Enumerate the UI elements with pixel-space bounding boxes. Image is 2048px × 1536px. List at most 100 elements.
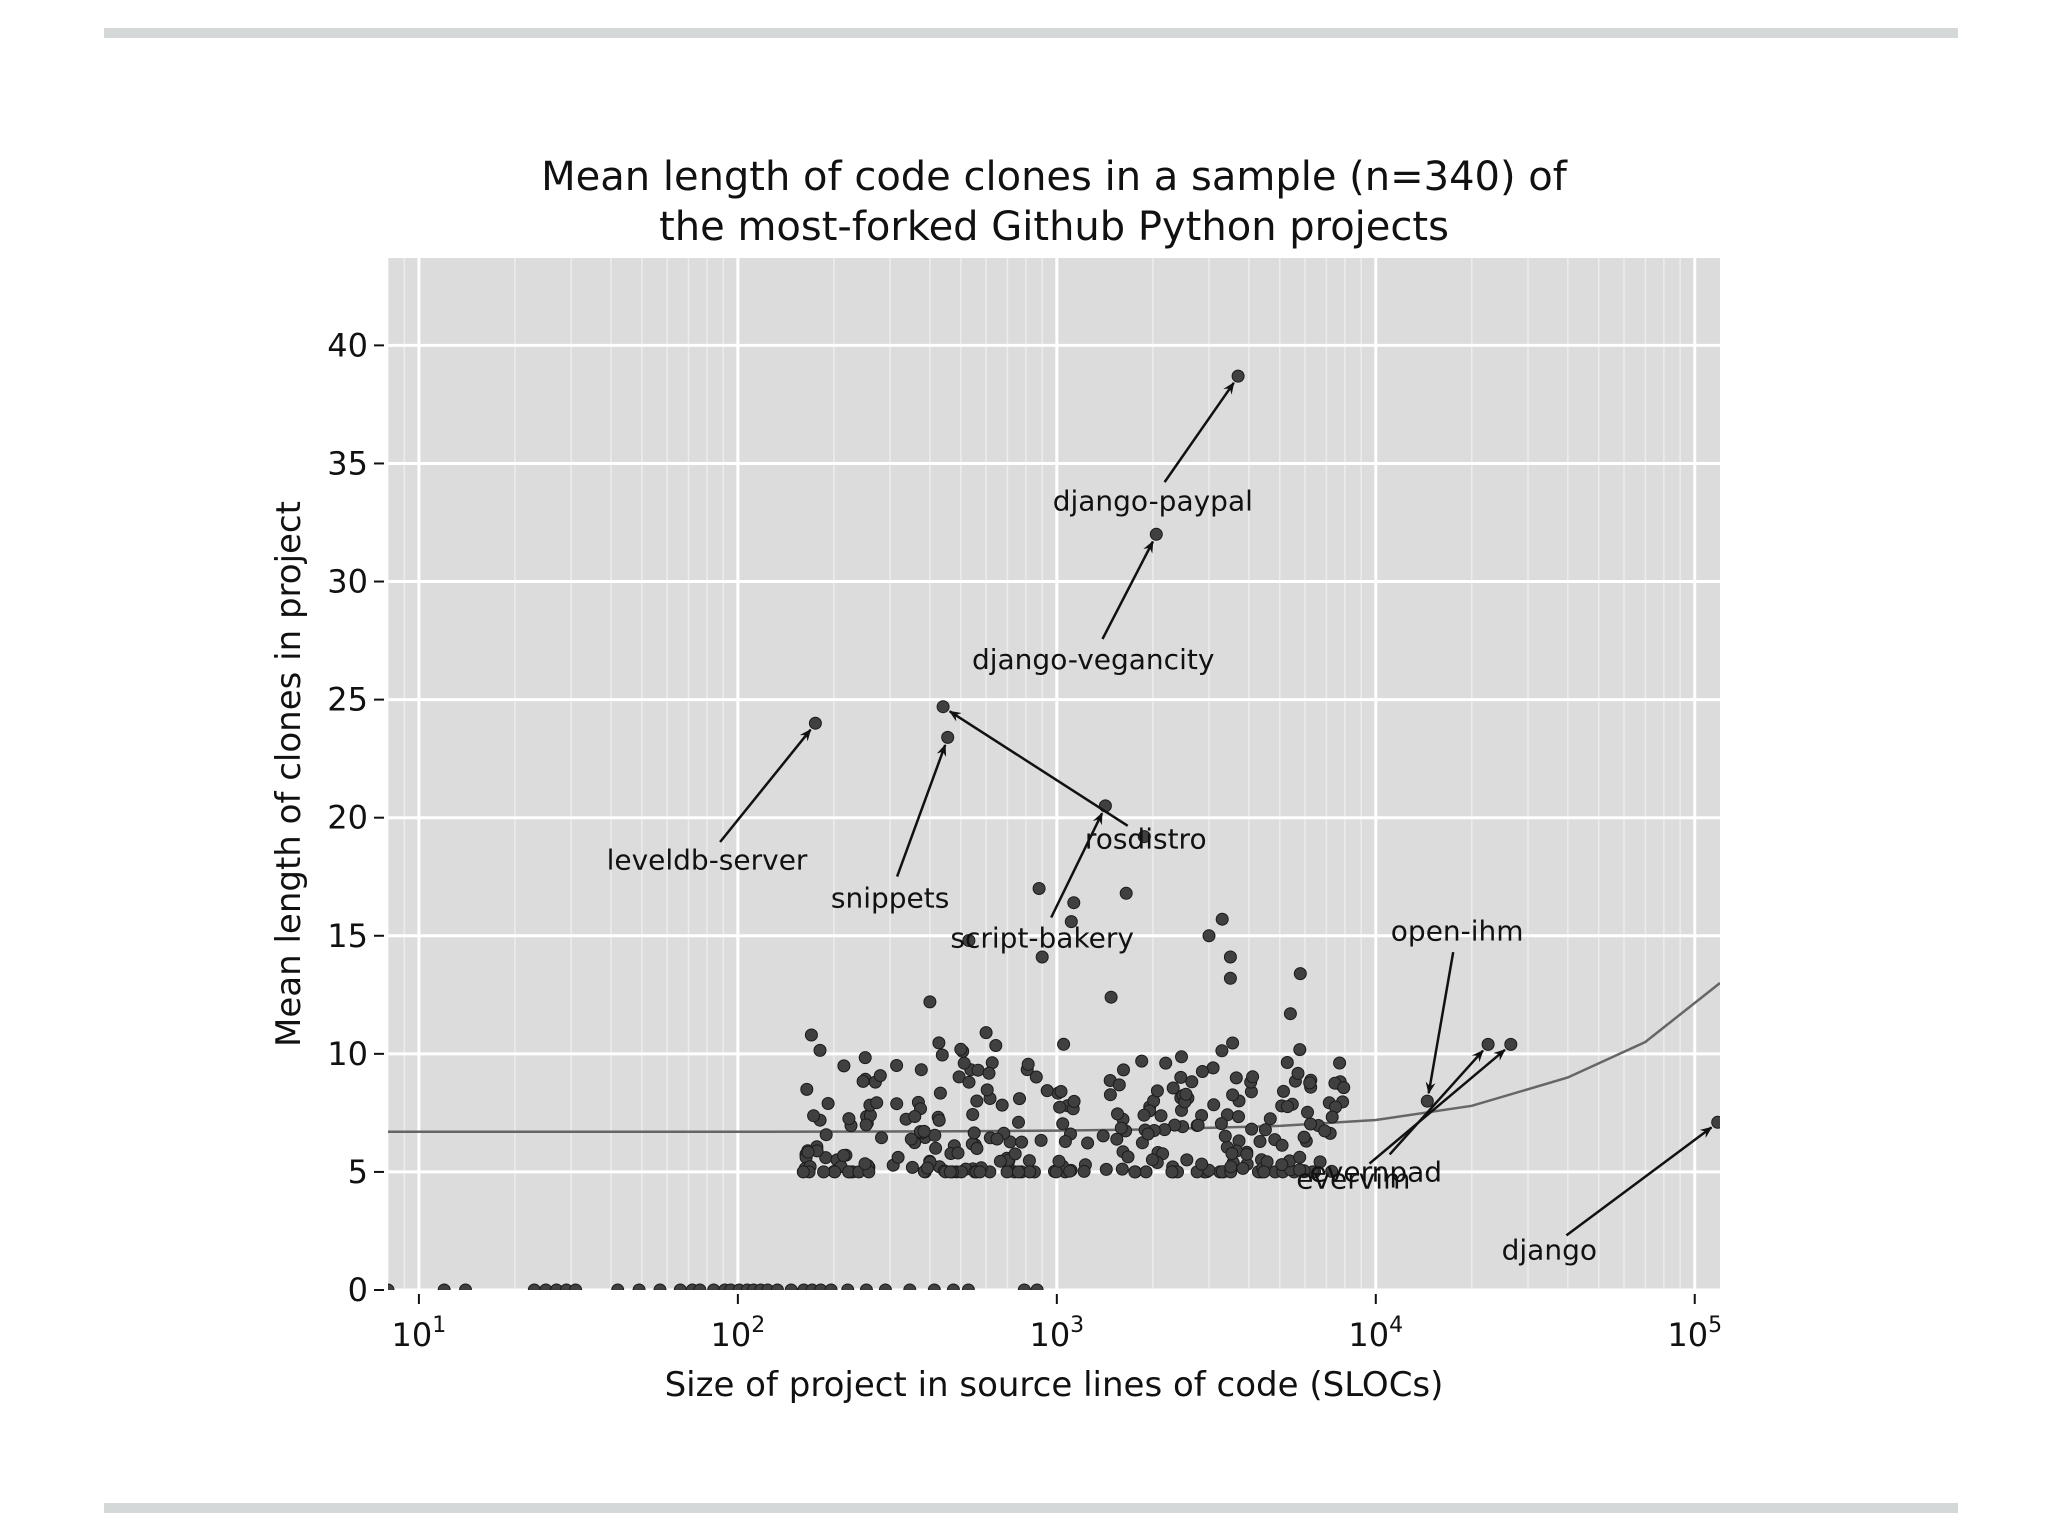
outlier-point: [1223, 971, 1237, 985]
zero-point: [388, 1283, 395, 1290]
annotation-arrow-django-vegancity: [1101, 540, 1155, 640]
cloud-point: [1159, 1056, 1173, 1070]
cloud-point: [1049, 1165, 1063, 1179]
cloud-point: [905, 1160, 919, 1174]
annotated-point-evervim: [1504, 1037, 1518, 1051]
cloud-point: [1137, 1108, 1151, 1122]
cloud-point: [1023, 1165, 1037, 1179]
cloud-point: [1185, 1075, 1199, 1089]
cloud-point: [1141, 1127, 1155, 1141]
y-axis-label: Mean length of clones in project: [269, 501, 309, 1047]
annotated-point-django-vegancity: [1149, 527, 1163, 541]
cloud-point: [1303, 1076, 1317, 1090]
zero-point: [878, 1283, 892, 1290]
cloud-point: [914, 1063, 928, 1077]
cloud-point: [1013, 1092, 1026, 1106]
zero-point: [927, 1283, 941, 1290]
bottom-divider: [104, 1503, 1958, 1513]
cloud-point: [1056, 1117, 1070, 1131]
cloud-point: [1246, 1070, 1260, 1084]
annotation-arrow-script-bakery: [1050, 812, 1104, 919]
annotation-label-rosdistro: rosdistro: [1085, 822, 1207, 855]
cloud-point: [1191, 1118, 1205, 1132]
outlier-point: [979, 1026, 993, 1040]
cloud-point: [1012, 1115, 1025, 1129]
zero-point: [946, 1283, 960, 1290]
outlier-point: [1293, 967, 1307, 981]
cloud-point: [921, 1161, 934, 1175]
cloud-point: [1257, 1165, 1271, 1179]
outlier-point: [1215, 912, 1229, 926]
cloud-point: [1218, 1129, 1232, 1143]
annotated-point-django: [1711, 1115, 1720, 1129]
chart-title-line-2: the most-forked Github Python projects: [659, 204, 1449, 250]
cloud-point: [904, 1132, 918, 1146]
cloud-point: [973, 1165, 987, 1179]
zero-point: [903, 1283, 917, 1290]
zero-point: [770, 1283, 784, 1290]
cloud-point: [875, 1131, 888, 1145]
cloud-point: [1337, 1081, 1351, 1095]
annotation-arrow-open-ihm: [1425, 951, 1455, 1095]
y-tick-label: 0: [348, 1271, 368, 1309]
cloud-point: [967, 1126, 981, 1140]
cloud-point: [1263, 1112, 1277, 1126]
cloud-point: [929, 1141, 943, 1155]
zero-point: [569, 1283, 583, 1290]
cloud-point: [813, 1043, 827, 1057]
cloud-point: [1293, 1163, 1307, 1177]
cloud-point: [928, 1128, 942, 1142]
y-tick-label: 40: [327, 326, 368, 364]
cloud-point: [1195, 1157, 1209, 1171]
cloud-point: [933, 1086, 947, 1100]
cloud-point: [1313, 1155, 1327, 1169]
cloud-point: [807, 1109, 821, 1123]
annotation-arrow-rosdistro: [948, 710, 1129, 827]
chart-title-line-1: Mean length of code clones in a sample (…: [541, 154, 1568, 200]
cloud-point: [971, 1063, 985, 1077]
cloud-point: [796, 1165, 810, 1179]
cloud-point: [1054, 1085, 1068, 1098]
cloud-point: [819, 1128, 833, 1142]
annotated-point-evernote: [1481, 1037, 1495, 1051]
cloud-point: [842, 1112, 856, 1126]
cloud-point: [1245, 1122, 1259, 1136]
cloud-point: [856, 1074, 870, 1088]
zero-point: [459, 1283, 472, 1290]
cloud-point: [1281, 1100, 1294, 1114]
zero-point: [859, 1283, 873, 1290]
cloud-point: [1111, 1107, 1124, 1121]
zero-point: [653, 1283, 667, 1290]
zero-point: [693, 1283, 707, 1290]
cloud-point: [1325, 1164, 1339, 1178]
cloud-point: [1135, 1054, 1149, 1068]
cloud-point: [1175, 1050, 1188, 1064]
annotation-arrow-evernote: [1388, 1049, 1484, 1156]
cloud-point: [1063, 1164, 1077, 1178]
outlier-point: [1104, 990, 1118, 1004]
annotation-label-django: django: [1502, 1233, 1597, 1266]
zero-point: [673, 1283, 687, 1290]
cloud-point: [1021, 1057, 1035, 1071]
cloud-point: [1000, 1165, 1014, 1179]
zero-point: [707, 1283, 721, 1290]
y-tick-label: 15: [327, 917, 368, 955]
annotation-label-evernote: evernpad: [1310, 1155, 1443, 1188]
zero-point: [527, 1283, 541, 1290]
cloud-point: [1166, 1081, 1180, 1095]
cloud-point: [1240, 1147, 1254, 1161]
cloud-point: [932, 1113, 946, 1127]
cloud-point: [1015, 1135, 1029, 1149]
x-tick-label: 102: [711, 1313, 766, 1354]
zero-point: [961, 1283, 975, 1290]
zero-point: [437, 1283, 451, 1290]
cloud-point: [1058, 1135, 1072, 1148]
outlier-point: [804, 1028, 818, 1042]
cloud-point: [989, 1039, 1003, 1052]
y-tick-label: 20: [327, 799, 368, 837]
cloud-point: [1057, 1037, 1071, 1051]
cloud-point: [1099, 1162, 1113, 1176]
cloud-point: [1206, 1061, 1220, 1075]
cloud-point: [954, 1042, 968, 1056]
